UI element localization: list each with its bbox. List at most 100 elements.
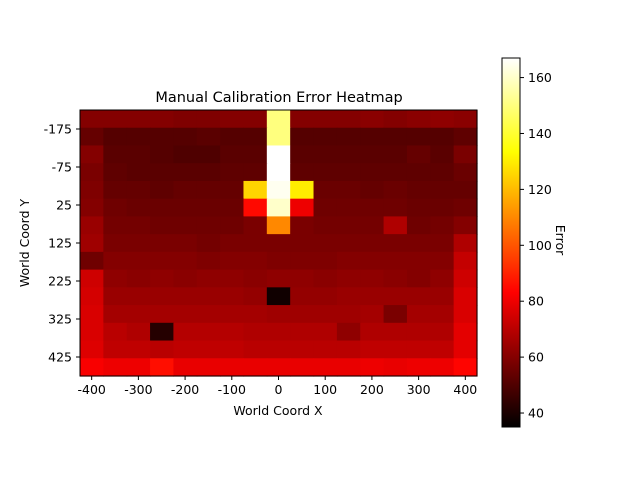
colorbar	[501, 57, 521, 428]
heatmap-cell	[453, 234, 478, 253]
heatmap-cell	[173, 127, 198, 147]
heatmap-cell	[336, 110, 361, 129]
heatmap-cell	[150, 145, 175, 164]
heatmap-cell	[360, 358, 385, 377]
heatmap-cell	[243, 322, 268, 342]
heatmap-cell	[220, 287, 245, 306]
heatmap-cell	[453, 269, 478, 288]
heatmap-cell	[453, 305, 478, 324]
colorbar-tick-label: 40	[528, 406, 544, 421]
heatmap-cell	[196, 180, 221, 200]
y-tick-label: -75	[52, 160, 72, 175]
heatmap-cell	[266, 163, 291, 182]
heatmap-cell	[173, 251, 198, 271]
heatmap-cell	[243, 234, 268, 253]
y-tick-label: 225	[48, 274, 72, 289]
heatmap-cell	[406, 287, 431, 306]
heatmap-cell	[290, 269, 315, 288]
heatmap-cell	[336, 127, 361, 147]
heatmap-cell	[430, 234, 455, 253]
heatmap-cell	[406, 110, 431, 129]
x-tick-label: -400	[77, 382, 105, 397]
heatmap-cell	[313, 163, 338, 182]
heatmap-cell	[103, 234, 128, 253]
chart-title: Manual Calibration Error Heatmap	[155, 90, 402, 106]
x-tick-label: -200	[171, 382, 199, 397]
heatmap-cell	[383, 216, 408, 235]
colorbar-label: Error	[553, 225, 568, 256]
heatmap-cell	[266, 180, 291, 200]
heatmap-cell	[360, 251, 385, 271]
heatmap-cell	[196, 269, 221, 288]
heatmap-cell	[360, 180, 385, 200]
heatmap-cell	[126, 234, 151, 253]
heatmap-cell	[126, 358, 151, 377]
heatmap-cell	[103, 287, 128, 306]
heatmap-cell	[150, 358, 175, 377]
heatmap-cell	[150, 269, 175, 288]
heatmap-cell	[313, 234, 338, 253]
heatmap-cell	[80, 216, 104, 235]
heatmap-cell	[313, 269, 338, 288]
heatmap-cell	[360, 305, 385, 324]
heatmap-cell	[336, 269, 361, 288]
heatmap-cell	[406, 340, 431, 359]
heatmap-cell	[336, 322, 361, 342]
colorbar-tick-label: 100	[528, 238, 552, 253]
heatmap-cell	[313, 198, 338, 217]
heatmap-cell	[243, 340, 268, 359]
heatmap-cell	[453, 216, 478, 235]
heatmap-cell	[406, 216, 431, 235]
heatmap-cell	[126, 110, 151, 129]
heatmap-cell	[103, 251, 128, 271]
x-tick-label: 100	[313, 382, 337, 397]
colorbar-tick-label: 60	[528, 350, 544, 365]
heatmap-cell	[173, 322, 198, 342]
heatmap-cell	[313, 287, 338, 306]
heatmap-cell	[196, 287, 221, 306]
heatmap-cell	[103, 145, 128, 164]
heatmap-cell	[383, 127, 408, 147]
heatmap-cell	[80, 358, 104, 377]
heatmap-cell	[196, 216, 221, 235]
heatmap-cell	[173, 110, 198, 129]
heatmap-cell	[313, 180, 338, 200]
heatmap-cell	[290, 287, 315, 306]
heatmap-cell	[80, 163, 104, 182]
heatmap-cell	[80, 287, 104, 306]
heatmap-cell	[406, 305, 431, 324]
heatmap-cell	[126, 305, 151, 324]
heatmap-cell	[430, 305, 455, 324]
heatmap-cell	[406, 198, 431, 217]
heatmap-cell	[313, 110, 338, 129]
heatmap-cell	[150, 322, 175, 342]
heatmap-cell	[80, 145, 104, 164]
heatmap-cell	[220, 234, 245, 253]
y-axis: -175 -75 25 125 225 325 425	[44, 122, 80, 365]
x-axis: -400 -300 -200 -100 0 100 200 300 400	[77, 376, 477, 397]
heatmap-cell	[430, 358, 455, 377]
heatmap-cell	[80, 340, 104, 359]
heatmap-cell	[406, 163, 431, 182]
heatmap-cell	[336, 358, 361, 377]
heatmap-cell	[290, 305, 315, 324]
heatmap-cell	[383, 110, 408, 129]
heatmap-cell	[196, 234, 221, 253]
x-tick-label: 0	[275, 382, 283, 397]
heatmap-cell	[290, 180, 315, 200]
heatmap-cell	[406, 322, 431, 342]
heatmap-cell	[430, 198, 455, 217]
heatmap-cell	[126, 198, 151, 217]
heatmap-cell	[383, 340, 408, 359]
heatmap-cell	[126, 216, 151, 235]
heatmap-cell	[266, 322, 291, 342]
heatmap-cell	[220, 198, 245, 217]
heatmap-cell	[173, 340, 198, 359]
heatmap-cell	[150, 127, 175, 147]
heatmap-cell	[336, 163, 361, 182]
heatmap-cell	[196, 110, 221, 129]
heatmap-cell	[150, 110, 175, 129]
heatmap-cell	[80, 251, 104, 271]
heatmap-cell	[196, 358, 221, 377]
heatmap-cell	[383, 234, 408, 253]
